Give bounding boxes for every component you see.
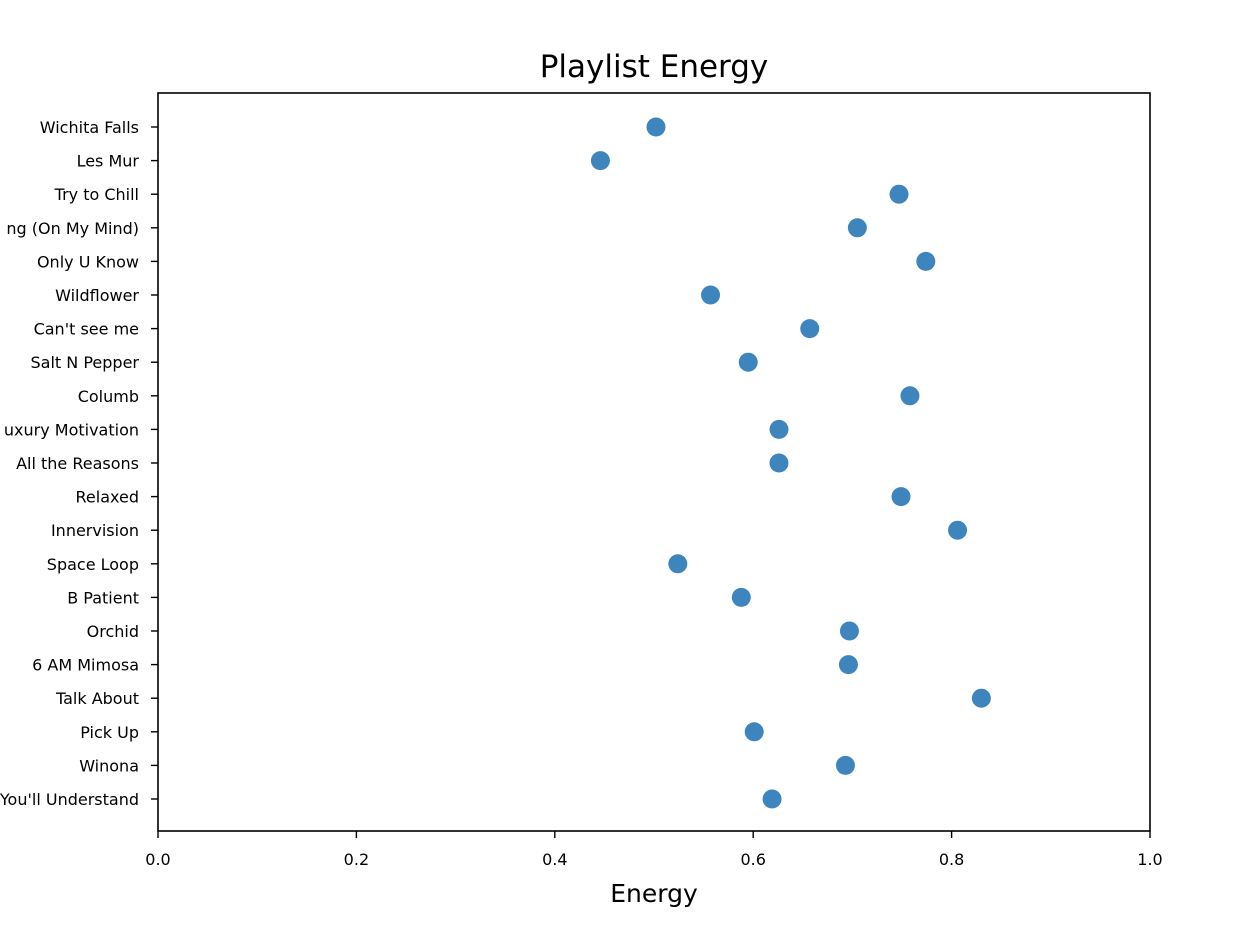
x-tick-label: 0.0: [145, 850, 170, 869]
y-tick-label: Only U Know: [37, 252, 139, 271]
data-point: [900, 386, 920, 406]
x-tick-label: 1.0: [1137, 850, 1162, 869]
data-point: [838, 655, 858, 675]
plot-area-frame: [157, 92, 1151, 832]
y-tick-label: Salt N Pepper: [31, 353, 140, 372]
data-point: [971, 688, 991, 708]
x-tick-label: 0.8: [939, 850, 964, 869]
data-point: [916, 251, 936, 271]
y-tick-label: ng (On My Mind): [6, 219, 139, 238]
y-tick-label: Space Loop: [47, 555, 139, 574]
data-point: [847, 218, 867, 238]
x-axis-label: Energy: [610, 879, 698, 908]
data-point: [948, 520, 968, 540]
y-tick-label: Can't see me: [34, 320, 139, 339]
data-point: [731, 587, 751, 607]
y-tick-label: Orchid: [87, 622, 139, 641]
y-tick-label: 6 AM Mimosa: [32, 656, 139, 675]
data-point: [769, 453, 789, 473]
x-axis-ticks: 0.0 0.2 0.4 0.6 0.8 1.0: [145, 831, 1163, 869]
data-point: [668, 554, 688, 574]
data-point: [800, 319, 820, 339]
y-tick-label: Innervision: [51, 521, 139, 540]
y-tick-label: Try to Chill: [54, 185, 139, 204]
data-point: [646, 117, 666, 137]
y-tick-label: All the Reasons: [16, 454, 139, 473]
y-tick-label: Wichita Falls: [40, 118, 139, 137]
y-tick-label: Relaxed: [76, 488, 139, 507]
y-tick-label: Winona: [79, 756, 139, 775]
y-tick-label: Pick Up: [80, 723, 139, 742]
data-point: [835, 755, 855, 775]
x-tick-label: 0.4: [542, 850, 567, 869]
y-axis-ticks: Wichita Falls Les Mur Try to Chill ng (On M…: [0, 118, 158, 809]
data-point: [762, 789, 782, 809]
data-points: [590, 117, 991, 809]
data-point: [701, 285, 721, 305]
y-tick-label: uxury Motivation: [4, 420, 139, 439]
data-point: [769, 419, 789, 439]
data-point: [839, 621, 859, 641]
y-tick-label: B Patient: [67, 588, 139, 607]
chart-title: Playlist Energy: [540, 49, 769, 85]
data-point: [738, 352, 758, 372]
data-point: [590, 151, 610, 171]
data-point: [889, 184, 909, 204]
y-tick-label: Columb: [78, 387, 139, 406]
data-point: [891, 487, 911, 507]
y-tick-label: You'll Understand: [0, 790, 139, 809]
y-tick-label: Talk About: [55, 689, 139, 708]
x-tick-label: 0.6: [740, 850, 765, 869]
x-tick-label: 0.2: [344, 850, 369, 869]
y-tick-label: Les Mur: [77, 152, 140, 171]
data-point: [744, 722, 764, 742]
y-tick-label: Wildflower: [55, 286, 139, 305]
